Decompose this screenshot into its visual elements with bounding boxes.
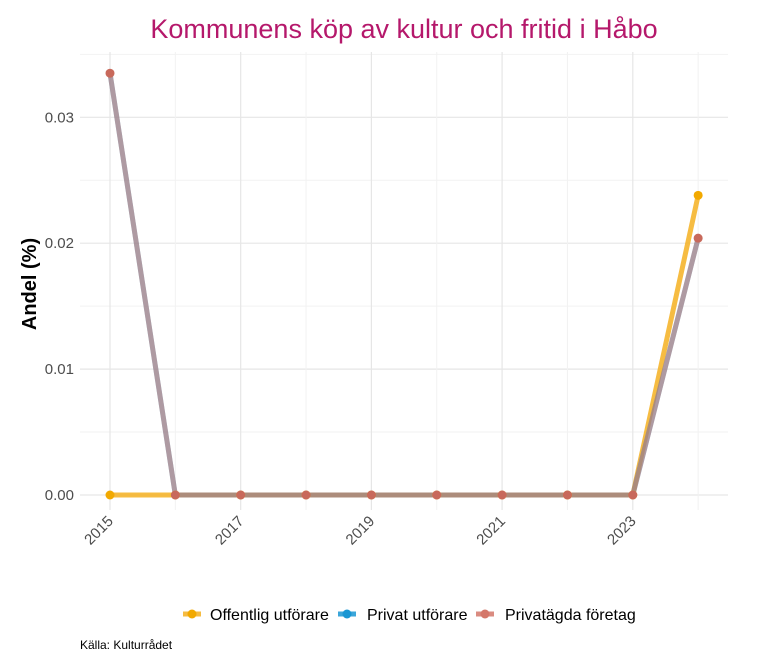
data-point: [628, 490, 638, 500]
data-point: [366, 490, 376, 500]
legend-key-point: [480, 609, 490, 619]
y-axis-ticks: 0.00 0.01 0.02 0.03: [45, 109, 74, 504]
data-point: [236, 490, 246, 500]
chart-caption: Källa: Kulturrådet: [80, 638, 173, 652]
legend: Offentlig utförare Privat utförare Privatä…: [183, 607, 636, 624]
y-tick-label: 0.03: [45, 109, 74, 126]
data-point: [497, 490, 507, 500]
legend-item: Offentlig utförare: [183, 607, 329, 624]
x-tick-label: 2015: [81, 513, 117, 549]
series-points: [105, 68, 703, 500]
grid: [80, 52, 728, 510]
data-point: [562, 490, 572, 500]
data-point: [301, 490, 311, 500]
x-tick-label: 2023: [604, 513, 640, 549]
legend-label: Privat utförare: [367, 607, 468, 624]
y-axis-label: Andel (%): [19, 238, 41, 330]
y-tick-label: 0.01: [45, 361, 74, 378]
legend-label: Offentlig utförare: [210, 607, 329, 624]
data-point: [105, 490, 115, 500]
data-point: [693, 233, 703, 243]
y-tick-label: 0.02: [45, 235, 74, 252]
x-tick-label: 2021: [473, 513, 509, 549]
legend-item: Privat utförare: [338, 607, 468, 624]
x-axis-ticks: 2015 2017 2019 2021 2023: [81, 513, 639, 549]
x-tick-label: 2017: [212, 513, 248, 549]
legend-label: Privatägda företag: [505, 607, 636, 624]
legend-key-point: [342, 609, 352, 619]
series-lines: [107, 70, 701, 498]
data-point: [693, 190, 703, 200]
x-tick-label: 2019: [343, 513, 379, 549]
legend-key-point: [187, 609, 197, 619]
series-line: [107, 192, 701, 498]
chart-title: Kommunens köp av kultur och fritid i Håb…: [150, 14, 657, 44]
series-line: [107, 70, 701, 498]
data-point: [170, 490, 180, 500]
y-tick-label: 0.00: [45, 487, 74, 504]
data-point: [432, 490, 442, 500]
legend-item: Privatägda företag: [476, 607, 636, 624]
data-point: [105, 68, 115, 78]
